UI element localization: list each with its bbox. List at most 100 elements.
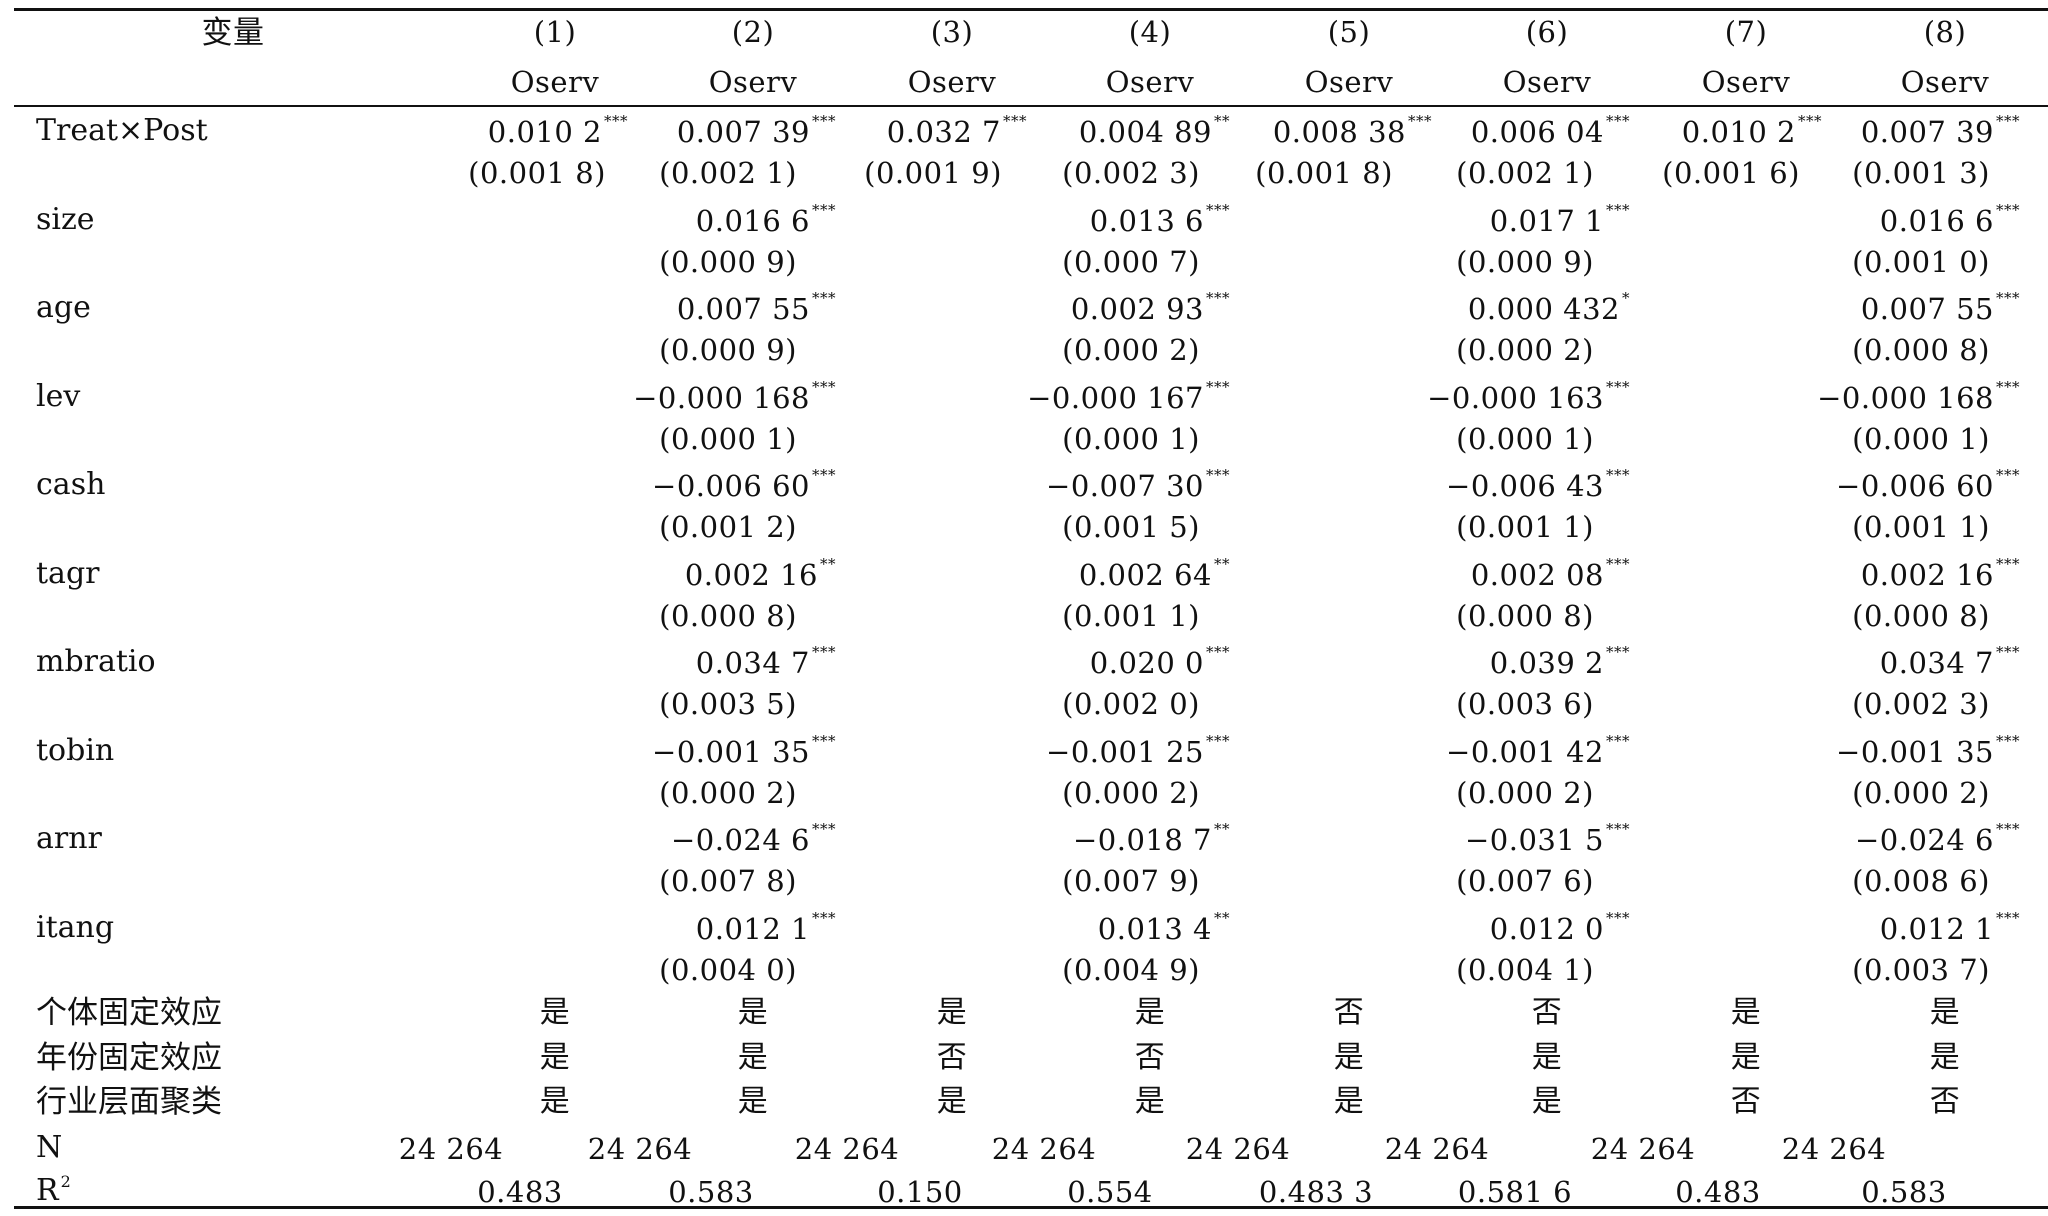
coefficient-value: 0.007 39 *** (676, 114, 836, 149)
standard-error: (0.002 3) (1852, 687, 1990, 721)
variable-label: tobin (36, 733, 115, 768)
fixed-effect-value: 是 (936, 1084, 968, 1119)
coefficient-number: 0.013 6 (1089, 204, 1204, 238)
fixed-effect-value: 是 (1929, 1040, 1961, 1075)
variable-label: lev (36, 379, 81, 414)
standard-error: (0.007 9) (1062, 864, 1200, 898)
coefficient-number: 0.002 08 (1470, 558, 1604, 592)
variable-label: Treat×Post (36, 113, 208, 148)
significance-stars: ** (1214, 909, 1230, 927)
standard-error: (0.004 0) (659, 953, 797, 987)
coefficient-value: 0.010 2 *** (1682, 114, 1822, 147)
fixed-effect-value: 是 (1730, 1040, 1762, 1075)
fixed-effect-value: 否 (936, 1040, 968, 1075)
n-value: 24 264 (398, 1132, 504, 1166)
coefficient-number: −0.000 167 (1027, 381, 1204, 415)
r-squared-value: 0.483 (477, 1175, 563, 1209)
fixed-effect-value: 是 (1531, 1084, 1563, 1119)
coefficient-value: 0.020 0 *** (1090, 645, 1230, 678)
significance-stars: *** (1408, 112, 1432, 130)
fixed-effect-value: 是 (1134, 1084, 1166, 1119)
significance-stars: *** (1206, 732, 1230, 750)
fixed-effect-value: 是 (737, 995, 769, 1030)
coefficient-value: 0.007 55 *** (1860, 291, 2020, 326)
coefficient-number: −0.006 43 (1446, 469, 1604, 503)
standard-error: (0.002 0) (1062, 687, 1200, 721)
n-value: 24 264 (794, 1132, 900, 1166)
significance-stars: *** (812, 466, 836, 484)
significance-stars: ** (1214, 820, 1230, 838)
significance-stars: *** (1606, 732, 1630, 750)
standard-error: (0.000 1) (659, 422, 797, 456)
column-number-6: (6) (1525, 15, 1569, 49)
column-number-4: (4) (1128, 15, 1172, 49)
standard-error: (0.001 1) (1062, 599, 1200, 633)
n-value: 24 264 (587, 1132, 693, 1166)
coefficient-value: −0.001 35 *** (652, 734, 836, 767)
fixed-effect-value: 是 (1333, 1040, 1365, 1075)
coefficient-value: 0.032 7 *** (887, 114, 1027, 147)
coefficient-number: 0.007 39 (676, 115, 810, 149)
column-dep-var-8: Oserv (1900, 65, 1990, 99)
standard-error: (0.000 1) (1456, 422, 1594, 456)
fixed-effect-value: 否 (1929, 1084, 1961, 1119)
column-dep-var-7: Oserv (1701, 65, 1791, 99)
standard-error: (0.000 1) (1852, 422, 1990, 456)
significance-stars: *** (1206, 289, 1230, 307)
column-number-3: (3) (930, 15, 974, 49)
fixed-effect-label: 个体固定效应 (36, 995, 222, 1031)
coefficient-number: 0.002 16 (684, 558, 818, 592)
coefficient-number: 0.000 432 (1467, 292, 1620, 326)
coefficient-value: 0.039 2 *** (1490, 645, 1630, 678)
fixed-effect-value: 是 (539, 1084, 571, 1119)
coefficient-number: −0.001 35 (1836, 735, 1994, 769)
column-number-2: (2) (731, 15, 775, 49)
r-squared-value: 0.150 (877, 1175, 963, 1209)
coefficient-value: 0.012 0 *** (1490, 911, 1630, 944)
coefficient-number: −0.024 6 (1855, 823, 1994, 857)
coefficient-value: −0.001 42 *** (1446, 734, 1630, 767)
significance-stars: ** (1214, 555, 1230, 573)
column-number-5: (5) (1327, 15, 1371, 49)
standard-error: (0.000 8) (1852, 333, 1990, 367)
significance-stars: *** (812, 732, 836, 750)
significance-stars: *** (1798, 112, 1822, 130)
header-variable-label: 变量 (201, 15, 265, 51)
significance-stars: *** (1996, 112, 2020, 130)
coefficient-value: 0.008 38 *** (1273, 114, 1432, 147)
coefficient-value: −0.018 7 ** (1073, 822, 1230, 857)
significance-stars: *** (1606, 201, 1630, 219)
coefficient-value: 0.006 04 *** (1471, 114, 1630, 147)
coefficient-number: −0.006 60 (652, 469, 810, 503)
standard-error: (0.004 9) (1062, 953, 1200, 987)
standard-error: (0.001 8) (1255, 156, 1393, 190)
header-rule (14, 105, 2048, 107)
significance-stars: *** (1606, 378, 1630, 396)
significance-stars: *** (1206, 201, 1230, 219)
coefficient-value: 0.002 93 *** (1071, 291, 1230, 324)
coefficient-number: 0.034 7 (695, 646, 810, 680)
r-squared-value: 0.554 (1067, 1175, 1153, 1209)
standard-error: (0.003 5) (659, 687, 797, 721)
significance-stars: *** (1606, 820, 1630, 838)
fixed-effect-value: 是 (936, 995, 968, 1030)
standard-error: (0.001 9) (864, 156, 1002, 190)
significance-stars: ** (820, 555, 836, 573)
variable-label: size (36, 202, 95, 237)
column-number-8: (8) (1923, 15, 1967, 49)
coefficient-number: −0.000 168 (1817, 381, 1994, 415)
fixed-effect-value: 是 (1531, 1040, 1563, 1075)
coefficient-number: −0.031 5 (1465, 823, 1604, 857)
coefficient-number: 0.012 1 (695, 912, 810, 946)
standard-error: (0.000 2) (1456, 333, 1594, 367)
r-squared-value: 0.581 6 (1457, 1175, 1573, 1209)
significance-stars: *** (1996, 555, 2020, 573)
coefficient-value: −0.006 60 *** (1836, 468, 2020, 501)
coefficient-number: 0.007 55 (1860, 292, 1994, 326)
coefficient-number: 0.013 4 (1097, 912, 1212, 946)
significance-stars: *** (1996, 643, 2020, 661)
significance-stars: *** (812, 643, 836, 661)
coefficient-number: −0.000 163 (1427, 381, 1604, 415)
coefficient-number: −0.018 7 (1073, 823, 1212, 857)
